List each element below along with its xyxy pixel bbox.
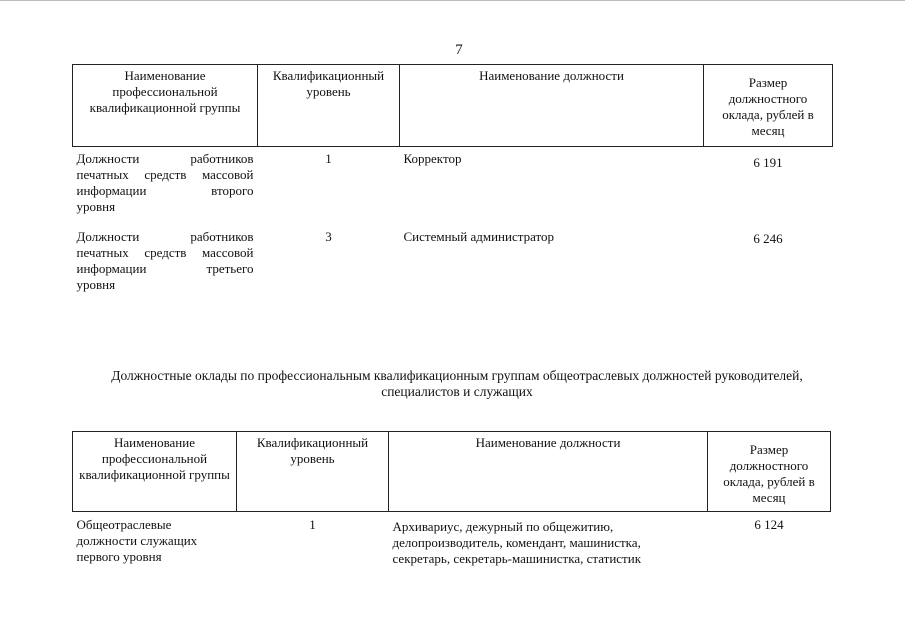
header-salary: Размер должностного оклада, рублей в мес… bbox=[703, 64, 833, 147]
page-number: 7 bbox=[455, 42, 463, 58]
cell-position: Архивариус, дежурный по общежитию, делоп… bbox=[392, 519, 642, 566]
table-row: Общеотраслевые должности служащих первог… bbox=[73, 512, 831, 580]
table-header-row: Наименование профессиональной квалификац… bbox=[72, 64, 833, 147]
cell-salary: 6 191 bbox=[753, 155, 783, 170]
table-row: Должности работников печатных средств ма… bbox=[73, 227, 833, 305]
header-position: Наименование должности bbox=[399, 64, 704, 147]
header-level: Квалификационный уровень bbox=[257, 64, 400, 147]
cell-level: 1 bbox=[325, 151, 332, 166]
scan-edge bbox=[0, 0, 905, 1]
group-line: Должности работников bbox=[76, 229, 254, 244]
group-line: печатных средств массовой bbox=[76, 167, 254, 182]
cell-position: Системный администратор bbox=[403, 229, 555, 244]
header-position: Наименование должности bbox=[388, 431, 708, 512]
header-group: Наименование профессиональной квалификац… bbox=[72, 431, 237, 512]
cell-level: 1 bbox=[309, 517, 316, 532]
header-salary: Размер должностного оклада, рублей в мес… bbox=[707, 431, 831, 512]
cell-level: 3 bbox=[325, 229, 332, 244]
salary-table-general-positions: Наименование профессиональной квалификац… bbox=[72, 431, 831, 579]
cell-group: Должности работников печатных средств ма… bbox=[73, 227, 258, 305]
header-level: Квалификационный уровень bbox=[236, 431, 389, 512]
cell-group: Должности работников печатных средств ма… bbox=[73, 147, 258, 228]
group-line: уровня bbox=[76, 199, 116, 214]
cell-salary: 6 124 bbox=[754, 517, 784, 532]
group-line: уровня bbox=[76, 277, 116, 292]
table-header-row: Наименование профессиональной квалификац… bbox=[72, 431, 831, 512]
cell-salary: 6 246 bbox=[753, 231, 783, 246]
group-line: печатных средств массовой bbox=[76, 245, 254, 260]
cell-position: Корректор bbox=[403, 151, 462, 166]
salary-table-mass-media: Наименование профессиональной квалификац… bbox=[72, 64, 833, 305]
header-group: Наименование профессиональной квалификац… bbox=[72, 64, 258, 147]
table-row: Должности работников печатных средств ма… bbox=[73, 147, 833, 228]
group-line: информации второго bbox=[76, 183, 254, 198]
cell-group: Общеотраслевые должности служащих первог… bbox=[76, 517, 198, 564]
group-line: информации третьего bbox=[76, 261, 254, 276]
group-line: Должности работников bbox=[76, 151, 254, 166]
section-heading: Должностные оклады по профессиональным к… bbox=[111, 368, 803, 399]
